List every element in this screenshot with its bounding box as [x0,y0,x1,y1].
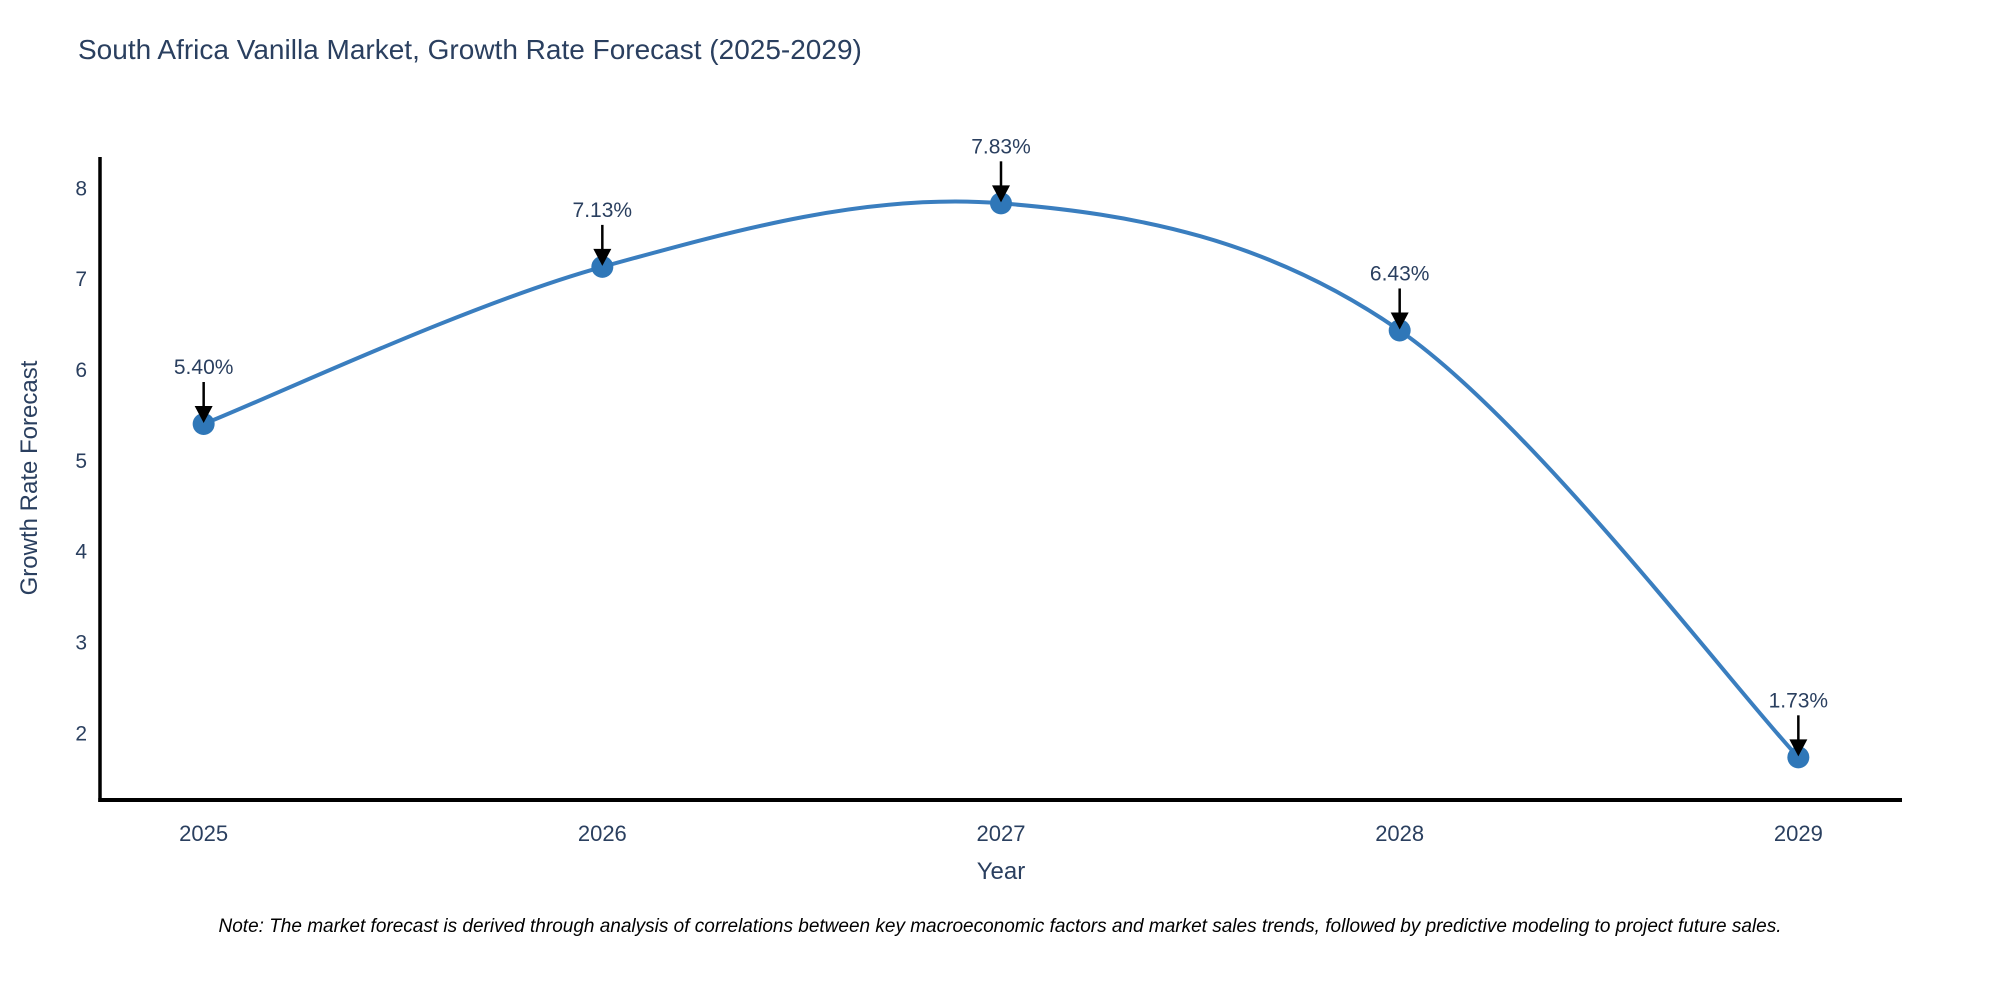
annotation-arrowhead-icon [1390,312,1409,330]
data-point-marker[interactable] [990,192,1012,215]
data-point-label: 5.40% [174,356,234,379]
y-tick-label: 3 [75,631,87,654]
annotation-arrowhead-icon [194,406,213,424]
x-tick-label: 2028 [1375,821,1424,846]
data-point-marker[interactable] [1787,746,1810,769]
y-tick-label: 5 [75,450,87,473]
annotation-arrowhead-icon [593,248,612,266]
x-tick-label: 2025 [179,821,228,846]
y-tick-label: 2 [75,722,87,745]
data-point-marker[interactable] [192,413,215,436]
annotation-arrowhead-icon [1789,739,1808,757]
data-point-marker[interactable] [591,255,614,278]
y-axis-title: Growth Rate Forecast [16,360,43,596]
data-point-label: 1.73% [1769,689,1829,712]
data-point-marker[interactable] [1388,319,1411,342]
y-tick-label: 7 [75,268,87,291]
x-tick-label: 2027 [977,821,1026,846]
data-point-label: 6.43% [1370,262,1430,285]
footnote: Note: The market forecast is derived thr… [218,916,1782,937]
data-point-label: 7.83% [971,135,1031,158]
x-tick-label: 2026 [578,821,627,846]
x-tick-label: 2029 [1774,821,1823,846]
chart-title: South Africa Vanilla Market, Growth Rate… [78,34,862,65]
y-tick-label: 8 [75,177,87,200]
y-tick-label: 4 [75,541,87,564]
data-point-label: 7.13% [573,199,633,222]
y-tick-label: 6 [75,359,87,382]
x-axis-title: Year [976,858,1026,885]
forecast-line [202,199,1800,759]
annotation-arrowhead-icon [992,185,1010,203]
